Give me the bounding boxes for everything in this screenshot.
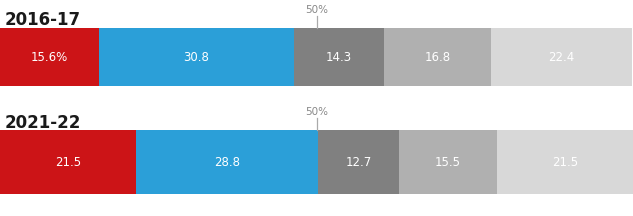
FancyBboxPatch shape (136, 130, 318, 194)
Text: 50%: 50% (305, 107, 328, 117)
FancyBboxPatch shape (0, 130, 136, 194)
FancyBboxPatch shape (318, 130, 399, 194)
Text: 2021-22: 2021-22 (5, 114, 82, 132)
Text: 22.4: 22.4 (548, 51, 575, 64)
Text: 30.8: 30.8 (184, 51, 209, 64)
Text: 21.5: 21.5 (55, 156, 81, 168)
Text: 12.7: 12.7 (346, 156, 372, 168)
FancyBboxPatch shape (99, 28, 294, 86)
Text: 14.3: 14.3 (326, 51, 352, 64)
Text: 50%: 50% (305, 5, 328, 15)
FancyBboxPatch shape (384, 28, 491, 86)
FancyBboxPatch shape (294, 28, 384, 86)
Text: 15.5: 15.5 (435, 156, 461, 168)
Text: 28.8: 28.8 (214, 156, 241, 168)
FancyBboxPatch shape (497, 130, 633, 194)
FancyBboxPatch shape (0, 28, 99, 86)
FancyBboxPatch shape (399, 130, 497, 194)
Text: 2016-17: 2016-17 (5, 11, 81, 29)
Text: 21.5: 21.5 (552, 156, 578, 168)
FancyBboxPatch shape (491, 28, 632, 86)
Text: 16.8: 16.8 (424, 51, 451, 64)
Text: 15.6%: 15.6% (31, 51, 68, 64)
